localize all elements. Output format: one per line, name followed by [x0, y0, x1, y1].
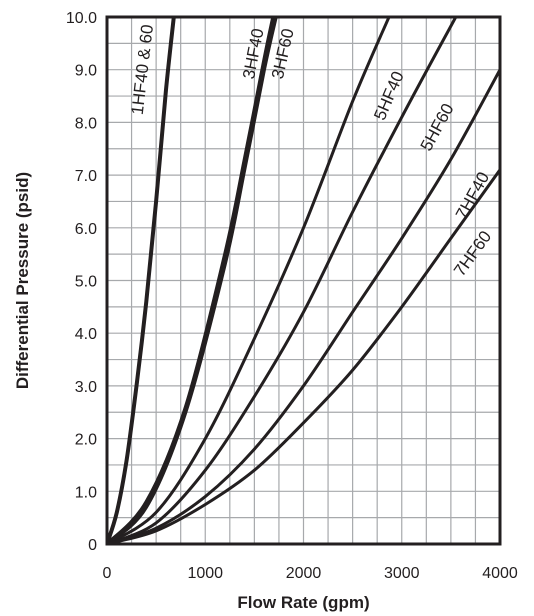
- series-line-3hf60: [107, 17, 278, 544]
- y-axis-ticks: 0 1.0 2.0 3.0 4.0 5.0 6.0 7.0 8.0 9.0 10.0: [66, 10, 97, 554]
- x-tick-label: 3000: [384, 565, 420, 582]
- y-tick-label: 8.0: [75, 115, 97, 132]
- series-curves: [107, 17, 500, 544]
- series-label: 7HF40: [452, 169, 493, 223]
- y-axis-title: Differential Pressure (psid): [13, 172, 32, 389]
- y-tick-label: 3.0: [75, 379, 97, 396]
- series-line-5hf40: [107, 17, 391, 544]
- x-tick-label: 0: [103, 565, 112, 582]
- series-line-5hf60: [107, 17, 458, 544]
- y-tick-label: 6.0: [75, 221, 97, 238]
- y-tick-label: 7.0: [75, 168, 97, 185]
- x-tick-label: 2000: [286, 565, 322, 582]
- series-line-7hf60: [107, 168, 500, 544]
- series-line-3hf40: [107, 17, 275, 544]
- x-axis-title: Flow Rate (gpm): [237, 593, 369, 612]
- series-label: 5HF60: [417, 100, 458, 154]
- x-tick-label: 1000: [187, 565, 223, 582]
- y-tick-label: 0: [88, 537, 97, 554]
- y-tick-label: 2.0: [75, 432, 97, 449]
- series-line-7hf40: [107, 68, 500, 544]
- x-tick-label: 4000: [482, 565, 518, 582]
- y-tick-label: 5.0: [75, 274, 97, 291]
- y-tick-label: 9.0: [75, 63, 97, 80]
- y-tick-label: 1.0: [75, 484, 97, 501]
- plot-frame: [105, 15, 502, 546]
- y-tick-label: 4.0: [75, 326, 97, 343]
- series-line-1hf40-60: [107, 17, 176, 544]
- x-axis-ticks: 0 1000 2000 3000 4000: [103, 565, 518, 582]
- y-tick-label: 10.0: [66, 10, 97, 27]
